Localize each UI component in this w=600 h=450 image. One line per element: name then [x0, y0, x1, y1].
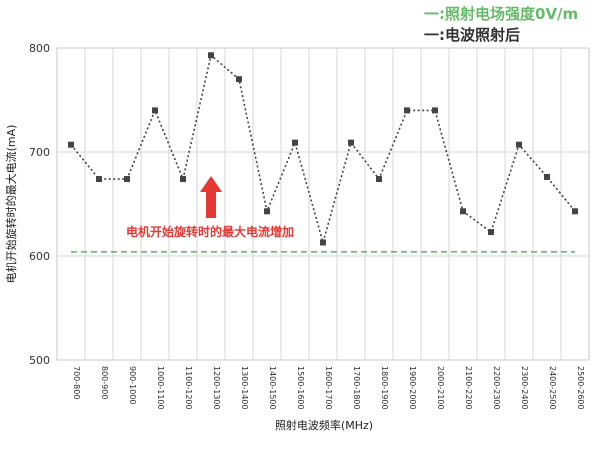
x-tick-label: 2400-2500 — [548, 366, 557, 410]
x-tick-label: 2100-2200 — [464, 366, 473, 410]
legend-label-baseline: :照射电场强度0V/m — [439, 5, 578, 23]
data-point — [544, 173, 550, 180]
legend-marker-after: 一 — [424, 26, 439, 44]
data-point — [460, 208, 466, 215]
legend: 一:照射电场强度0V/m 一:电波照射后 — [424, 5, 578, 44]
data-point — [292, 139, 298, 146]
y-tick-label: 500 — [29, 354, 50, 367]
data-point — [488, 229, 494, 236]
x-tick-label: 800-900 — [100, 366, 109, 399]
data-point — [124, 176, 130, 183]
data-point — [208, 52, 214, 59]
x-axis-title: 照射电波频率(MHz) — [275, 418, 373, 432]
x-tick-label: 1000-1100 — [156, 366, 165, 410]
annotation: 电机开始旋转时的最大电流增加 — [126, 176, 294, 239]
data-point — [152, 107, 158, 114]
legend-label-after: :电波照射后 — [439, 26, 520, 44]
x-tick-label: 900-1000 — [128, 366, 137, 405]
data-point — [432, 107, 438, 114]
x-tick-label: 700-800 — [72, 366, 81, 399]
x-tick-label: 1100-1200 — [184, 366, 193, 410]
x-tick-label: 2500-2600 — [576, 366, 585, 410]
data-point — [376, 176, 382, 183]
annotation-text: 电机开始旋转时的最大电流增加 — [126, 224, 294, 239]
series-group — [68, 52, 578, 253]
legend-item-baseline: 一:照射电场强度0V/m — [424, 5, 578, 23]
data-point — [516, 141, 522, 148]
x-tick-label: 1300-1400 — [240, 366, 249, 410]
x-tick-label: 2200-2300 — [492, 366, 501, 410]
x-tick-label: 2000-2100 — [436, 366, 445, 410]
y-tick-labels: 500 600 700 800 — [29, 42, 50, 367]
data-point — [404, 107, 410, 114]
plot-area — [56, 47, 590, 361]
grid — [57, 48, 589, 360]
data-point — [264, 208, 270, 215]
data-point — [68, 141, 74, 148]
x-tick-label: 1200-1300 — [212, 366, 221, 410]
data-point — [320, 239, 326, 246]
y-tick-label: 800 — [29, 42, 50, 55]
annotation-arrow-icon — [200, 176, 222, 218]
data-point — [236, 76, 242, 83]
data-point — [348, 139, 354, 146]
y-tick-label: 700 — [29, 146, 50, 159]
x-tick-label: 1500-1600 — [296, 366, 305, 410]
y-tick-label: 600 — [29, 250, 50, 263]
x-tick-label: 1700-1800 — [352, 366, 361, 410]
legend-item-after: 一:电波照射后 — [424, 26, 520, 44]
data-point — [96, 176, 102, 183]
x-tick-label: 1600-1700 — [324, 366, 333, 410]
x-tick-label: 1900-2000 — [408, 366, 417, 410]
x-tick-label: 2300-2400 — [520, 366, 529, 410]
y-axis-title: 电机开始旋转时的最大电流(mA) — [4, 125, 18, 284]
data-point — [572, 208, 578, 215]
legend-marker-baseline: 一 — [424, 5, 439, 23]
x-tick-label: 1400-1500 — [268, 366, 277, 410]
x-tick-label: 1800-1900 — [380, 366, 389, 410]
data-point — [180, 176, 186, 183]
x-tick-labels: 700-800 800-900 900-1000 1000-1100 1100-1200… — [72, 366, 585, 410]
